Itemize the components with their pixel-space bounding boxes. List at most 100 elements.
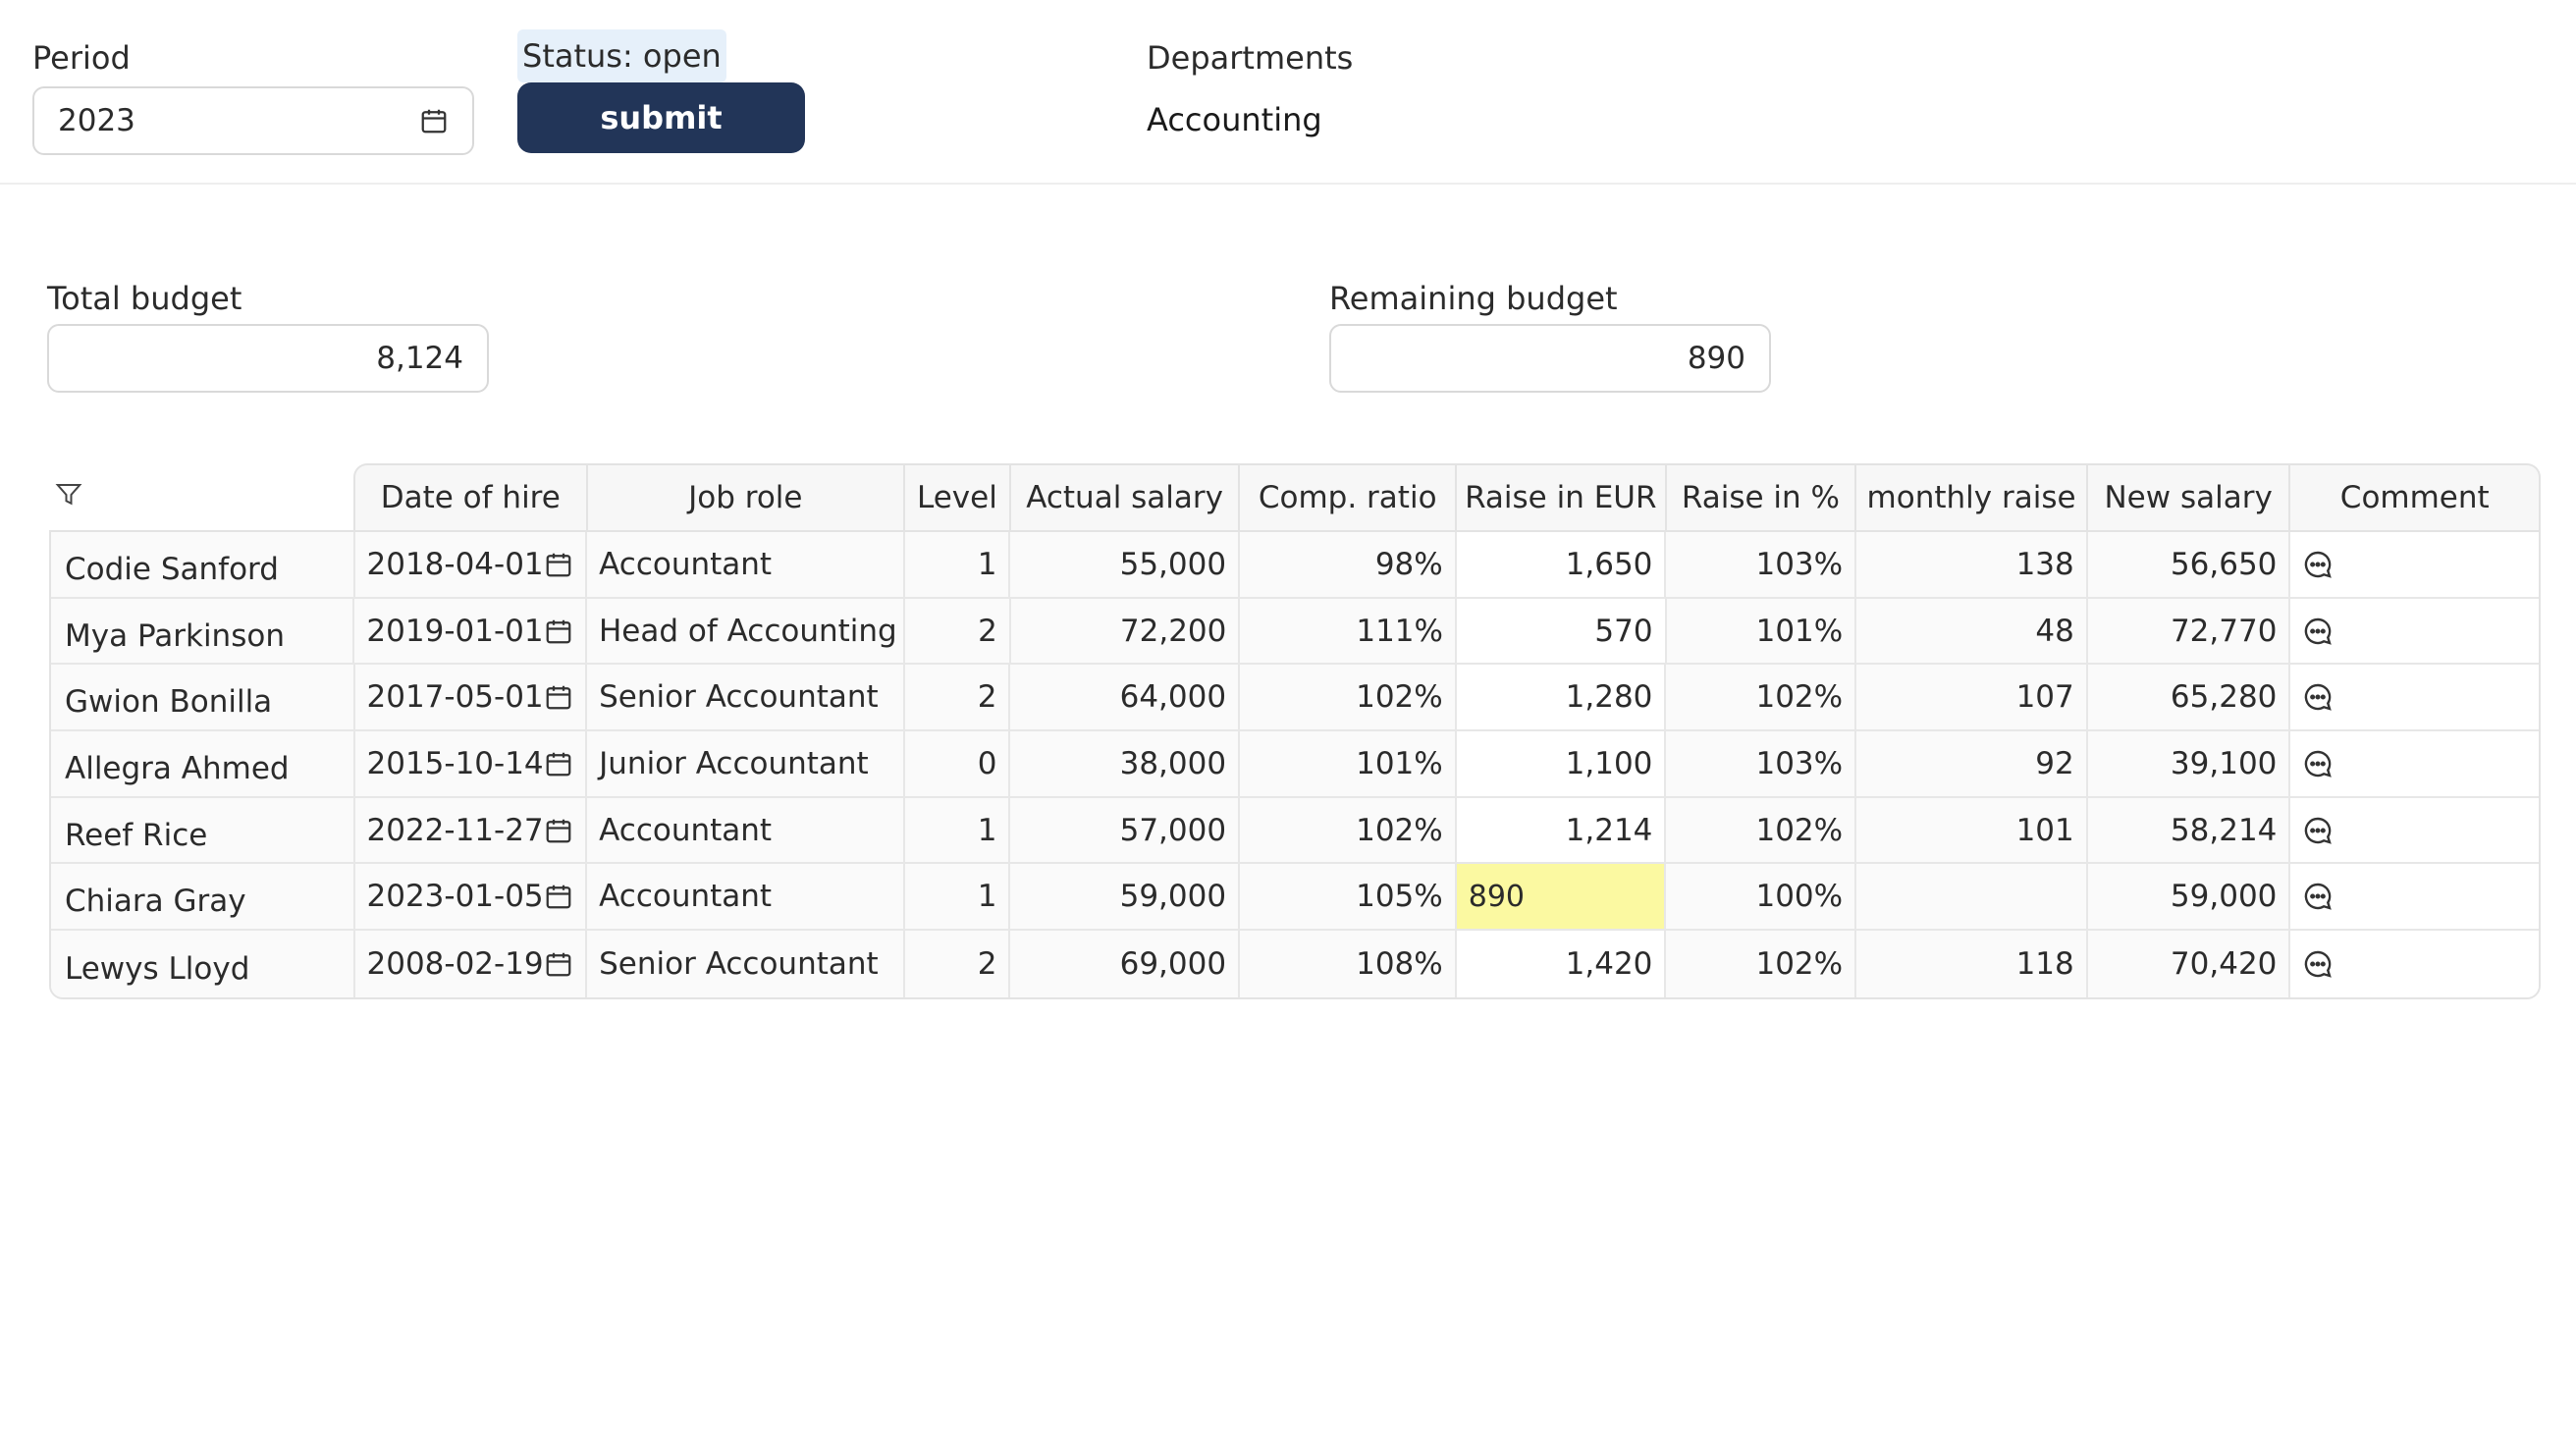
- new-salary-cell: 65,280: [2087, 665, 2291, 730]
- raise-pct-cell: 103%: [1666, 532, 1857, 597]
- comment-icon[interactable]: [2302, 748, 2334, 779]
- hire-date-cell[interactable]: 2023-01-05: [354, 864, 588, 930]
- column-header[interactable]: Actual salary: [1011, 465, 1241, 530]
- comment-cell[interactable]: [2290, 598, 2539, 664]
- remaining-budget-field[interactable]: 890: [1329, 324, 1771, 393]
- new-salary-cell: 58,214: [2087, 797, 2291, 863]
- table-row[interactable]: Mya Parkinson 2019-01-01 Head of Accountin…: [51, 598, 2539, 666]
- table-row[interactable]: Chiara Gray 2023-01-05 Accountant 1 59,000 10…: [51, 864, 2539, 932]
- comment-cell[interactable]: [2290, 797, 2539, 863]
- hire-date-value: 2018-04-01: [366, 546, 544, 582]
- hire-date-value: 2019-01-01: [366, 613, 544, 649]
- hire-date-cell[interactable]: 2018-04-01: [354, 532, 588, 597]
- role-cell: Accountant: [587, 797, 905, 863]
- raise-eur-cell[interactable]: 890: [1456, 864, 1667, 930]
- new-salary-cell: 72,770: [2087, 598, 2291, 664]
- table-row[interactable]: Lewys Lloyd 2008-02-19 Senior Accountant 2 6…: [51, 931, 2539, 997]
- ratio-cell: 102%: [1240, 797, 1457, 863]
- comment-cell[interactable]: [2290, 731, 2539, 796]
- level-cell: 2: [904, 665, 1011, 730]
- column-header[interactable]: Comment: [2339, 480, 2490, 515]
- level-cell: 1: [904, 797, 1011, 863]
- column-header[interactable]: Comp. ratio: [1240, 465, 1457, 530]
- raise-eur-cell[interactable]: 570: [1456, 598, 1667, 664]
- raise-eur-cell[interactable]: 1,214: [1456, 797, 1667, 863]
- employee-name: Reef Rice: [51, 797, 355, 863]
- hire-date-cell[interactable]: 2017-05-01: [354, 665, 588, 730]
- employee-name: Chiara Gray: [51, 864, 355, 930]
- calendar-icon[interactable]: [419, 106, 449, 135]
- calendar-icon[interactable]: [544, 682, 573, 712]
- submit-button[interactable]: submit: [517, 82, 805, 153]
- raise-eur-cell[interactable]: 1,100: [1456, 731, 1667, 796]
- comment-icon[interactable]: [2302, 815, 2334, 846]
- ratio-cell: 105%: [1240, 864, 1457, 930]
- filter-icon[interactable]: [54, 480, 83, 510]
- raise-eur-cell[interactable]: 1,650: [1456, 532, 1667, 597]
- hire-date-value: 2015-10-14: [366, 745, 544, 781]
- salary-cell: 55,000: [1010, 532, 1241, 597]
- comment-icon[interactable]: [2302, 881, 2334, 912]
- employee-name: Gwion Bonilla: [51, 665, 355, 730]
- raise-eur-cell[interactable]: 1,420: [1456, 931, 1667, 997]
- calendar-icon[interactable]: [544, 617, 573, 646]
- table-row[interactable]: Allegra Ahmed 2015-10-14 Junior Accountant…: [51, 731, 2539, 798]
- column-header[interactable]: Raise in %: [1667, 465, 1857, 530]
- raise-pct-cell: 101%: [1666, 598, 1857, 664]
- role-cell: Senior Accountant: [587, 931, 905, 997]
- table-row[interactable]: Gwion Bonilla 2017-05-01 Senior Accountant…: [51, 665, 2539, 732]
- calendar-icon[interactable]: [544, 816, 573, 845]
- column-header[interactable]: monthly raise: [1856, 465, 2088, 530]
- column-header[interactable]: Raise in EUR: [1457, 465, 1667, 530]
- hire-date-cell[interactable]: 2015-10-14: [354, 731, 588, 796]
- hire-date-value: 2023-01-05: [366, 879, 544, 915]
- period-label: Period: [32, 39, 131, 77]
- table-body: Codie Sanford 2018-04-01 Accountant 1 55,000…: [49, 530, 2541, 999]
- column-header[interactable]: New salary: [2088, 465, 2291, 530]
- salary-cell: 69,000: [1010, 931, 1241, 997]
- hire-date-value: 2008-02-19: [366, 945, 544, 982]
- monthly-cell: 101: [1856, 797, 2088, 863]
- comment-icon[interactable]: [2302, 549, 2334, 580]
- column-header[interactable]: Job role: [588, 465, 905, 530]
- table-row[interactable]: Reef Rice 2022-11-27 Accountant 1 57,000 102%…: [51, 797, 2539, 865]
- hire-date-cell[interactable]: 2008-02-19: [354, 931, 588, 997]
- total-budget-label: Total budget: [47, 280, 242, 317]
- total-budget-field[interactable]: 8,124: [47, 324, 489, 393]
- column-header[interactable]: Date of hire: [355, 465, 588, 530]
- salary-cell: 72,200: [1010, 598, 1241, 664]
- hire-date-cell[interactable]: 2019-01-01: [354, 598, 587, 664]
- ratio-cell: 101%: [1240, 731, 1457, 796]
- departments-label: Departments: [1147, 39, 1354, 77]
- comment-cell[interactable]: [2290, 665, 2539, 730]
- role-cell: Head of Accounting: [586, 598, 905, 664]
- comment-cell[interactable]: [2290, 864, 2539, 930]
- hire-date-cell[interactable]: 2022-11-27: [354, 797, 588, 863]
- role-cell: Accountant: [587, 532, 905, 597]
- level-cell: 2: [904, 931, 1011, 997]
- level-cell: 0: [904, 731, 1011, 796]
- monthly-cell: 138: [1856, 532, 2088, 597]
- period-field[interactable]: 2023: [32, 86, 474, 155]
- comment-cell[interactable]: [2290, 532, 2539, 597]
- table-row[interactable]: Codie Sanford 2018-04-01 Accountant 1 55,000…: [51, 532, 2539, 599]
- role-cell: Accountant: [587, 864, 905, 930]
- comment-icon[interactable]: [2302, 948, 2334, 980]
- new-salary-cell: 59,000: [2087, 864, 2291, 930]
- calendar-icon[interactable]: [544, 749, 573, 778]
- raise-pct-cell: 102%: [1666, 797, 1857, 863]
- calendar-icon[interactable]: [544, 882, 573, 911]
- department-value[interactable]: Accounting: [1147, 101, 1322, 138]
- comment-icon[interactable]: [2302, 616, 2334, 647]
- calendar-icon[interactable]: [544, 949, 573, 979]
- calendar-icon[interactable]: [544, 550, 573, 579]
- monthly-cell: 48: [1856, 598, 2088, 664]
- column-header[interactable]: Level: [905, 465, 1011, 530]
- level-cell: 1: [904, 532, 1011, 597]
- comment-icon[interactable]: [2302, 681, 2334, 713]
- status-badge: Status: open: [517, 29, 726, 82]
- raise-pct-cell: 103%: [1666, 731, 1857, 796]
- raise-eur-cell[interactable]: 1,280: [1456, 665, 1667, 730]
- comment-cell[interactable]: [2290, 931, 2539, 997]
- employee-name: Allegra Ahmed: [51, 731, 355, 796]
